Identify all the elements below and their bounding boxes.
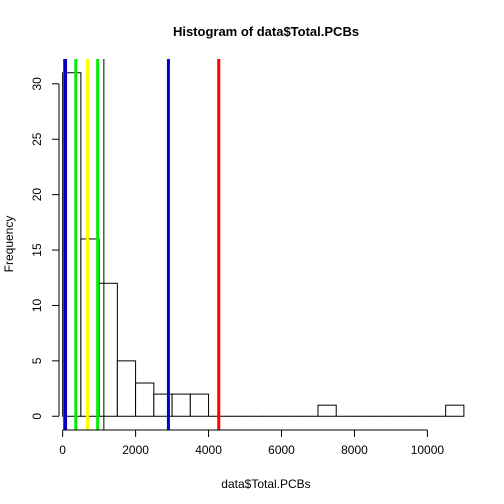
y-tick-label: 25 [30, 132, 44, 146]
y-axis: 0 5 10 15 20 25 30 [30, 77, 60, 420]
y-tick-label: 0 [30, 413, 44, 420]
y-tick-label: 20 [30, 188, 44, 202]
histogram-bar [116, 360, 137, 417]
reference-lines-group [62, 59, 221, 430]
histogram-bar [171, 393, 191, 417]
y-tick-label: 30 [30, 77, 44, 91]
x-tick-label: 8000 [341, 443, 368, 457]
y-axis-label: Frequency [2, 216, 16, 273]
x-axis: 0 2000 4000 6000 8000 10000 [59, 429, 445, 457]
histogram-bar [98, 282, 118, 417]
x-tick-label: 4000 [195, 443, 222, 457]
histogram-bar [317, 404, 337, 417]
y-tick-label: 15 [30, 243, 44, 257]
histogram-bar [135, 382, 155, 417]
x-axis-label: data$Total.PCBs [221, 477, 310, 491]
x-tick-label: 6000 [268, 443, 295, 457]
x-tick-label: 0 [59, 443, 66, 457]
x-tick-label: 10000 [411, 443, 445, 457]
histogram-bar [445, 404, 465, 417]
y-tick-label: 5 [30, 357, 44, 364]
x-tick-label: 2000 [122, 443, 149, 457]
y-tick-label: 10 [30, 298, 44, 312]
bars-group [62, 72, 465, 417]
histogram-bar [189, 393, 210, 417]
chart-title: Histogram of data$Total.PCBs [173, 24, 359, 39]
